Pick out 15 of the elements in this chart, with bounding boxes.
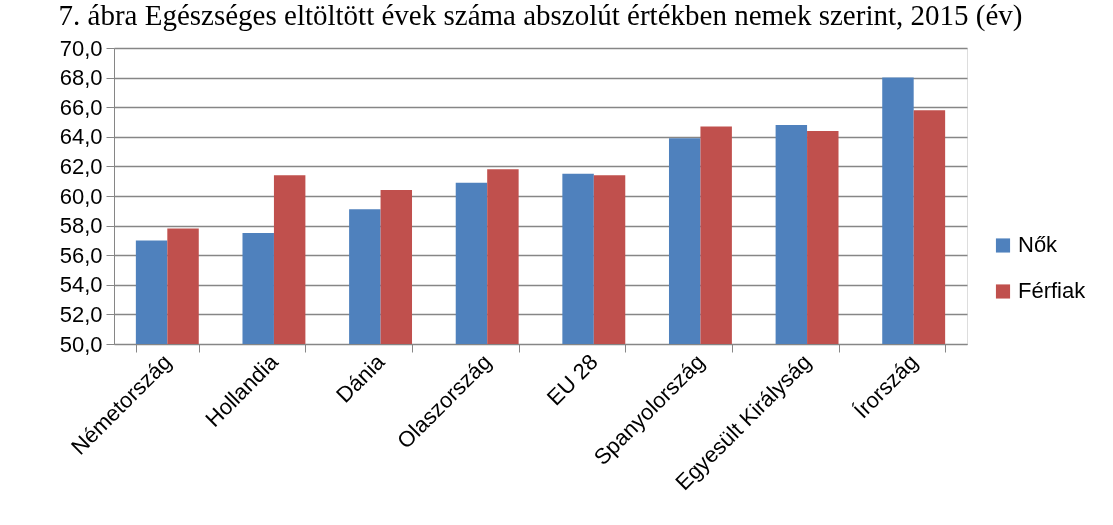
x-tick-label: EU 28 (541, 349, 603, 411)
y-tick-label: 54,0 (59, 272, 103, 298)
legend-label: Nők (1018, 232, 1059, 258)
y-tick-label: 50,0 (59, 331, 103, 357)
y-tick-label: 52,0 (59, 301, 103, 327)
y-tick-label: 56,0 (59, 242, 103, 268)
y-tick-label: 68,0 (59, 65, 103, 91)
y-tick-label: 66,0 (59, 94, 103, 120)
y-tick-label: 64,0 (59, 124, 103, 150)
y-tick-label: 62,0 (59, 153, 103, 179)
y-tick-label: 60,0 (59, 183, 103, 209)
chart-title: 7. ábra Egészséges eltöltött évek száma abszolút értékben nemek szerint, 2015 (év) (58, 0, 1023, 32)
legend-label: Férfiak (1018, 278, 1087, 304)
y-tick-label: 70,0 (59, 35, 103, 61)
y-tick-label: 58,0 (59, 213, 103, 239)
